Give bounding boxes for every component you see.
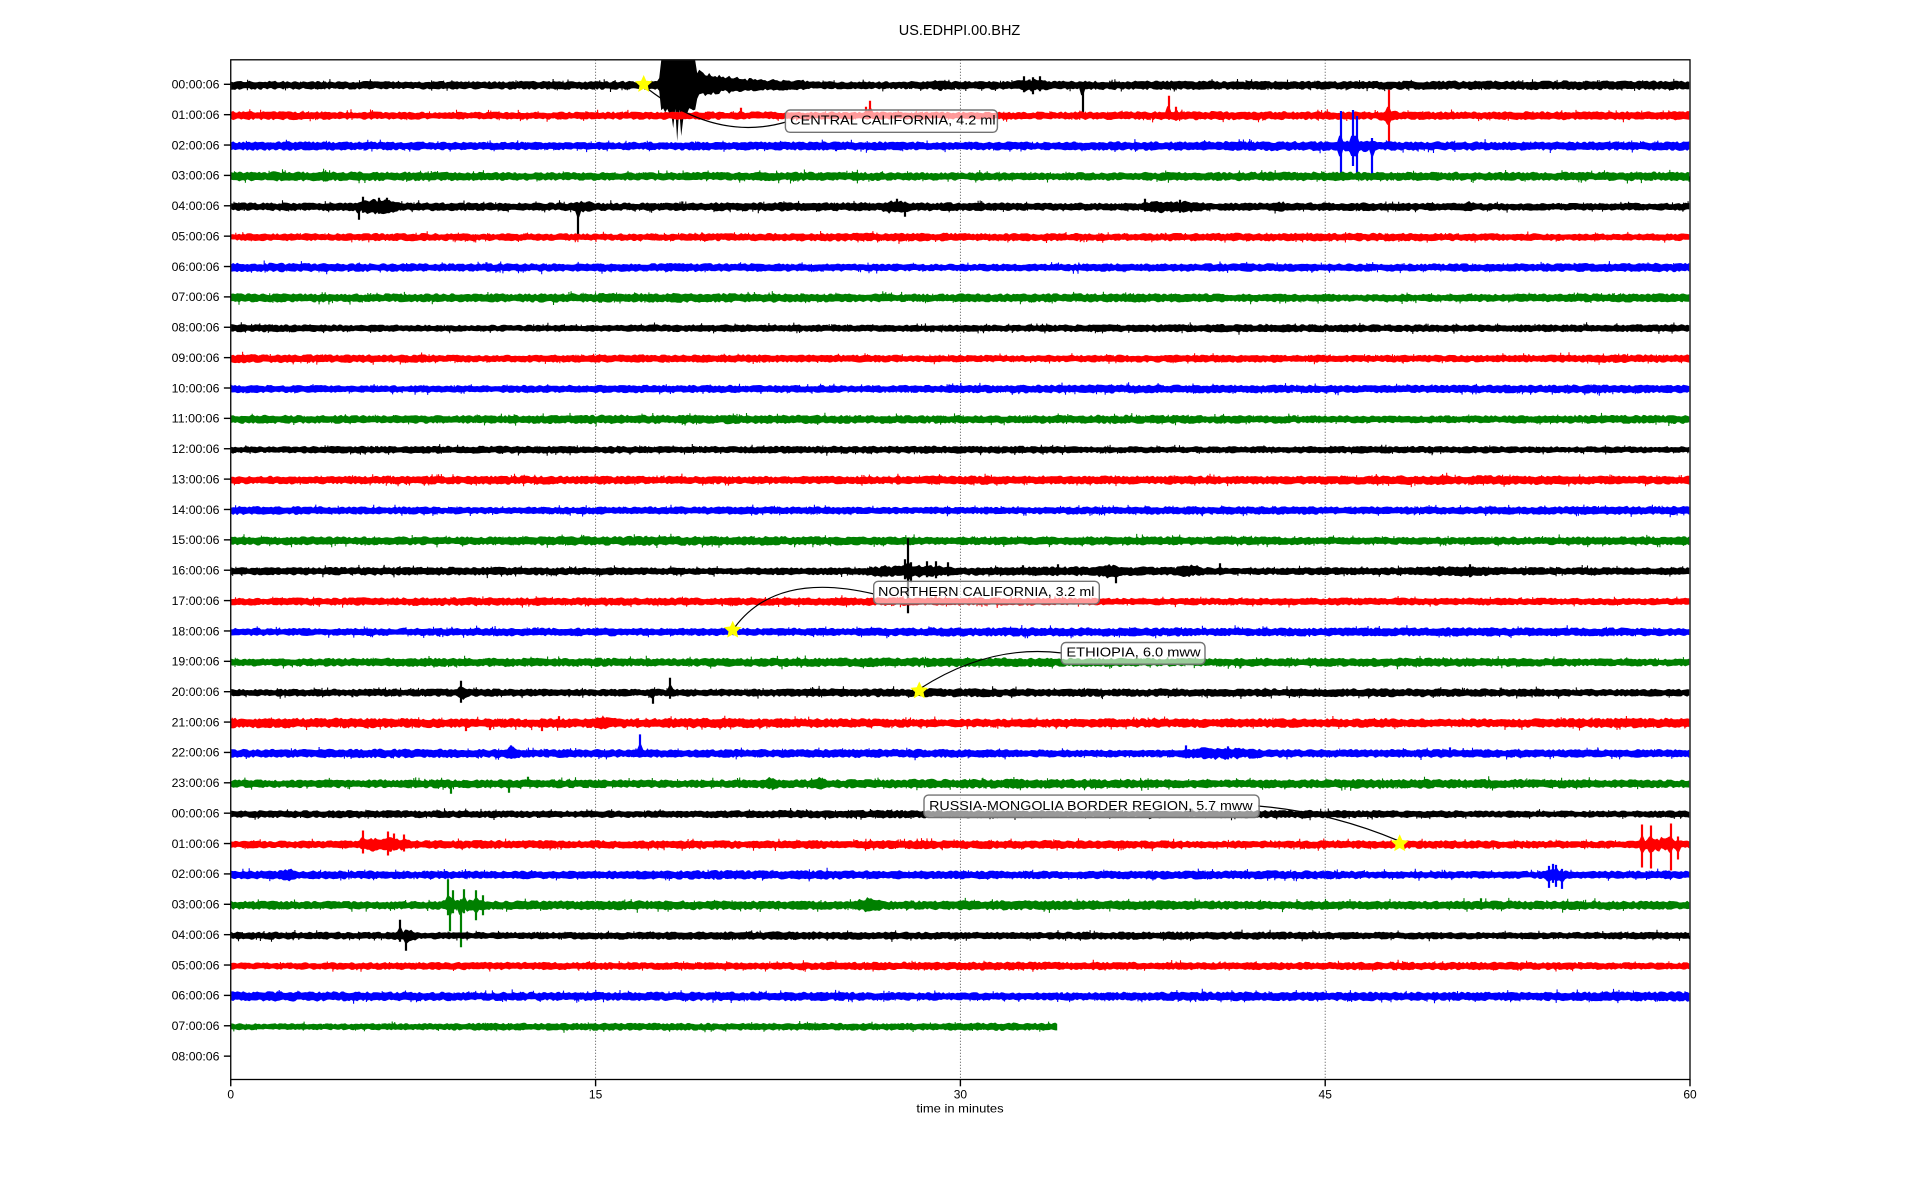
svg-text:45: 45 bbox=[1319, 1087, 1333, 1101]
svg-text:15: 15 bbox=[589, 1087, 603, 1101]
svg-text:01:00:06: 01:00:06 bbox=[172, 108, 220, 122]
svg-text:18:00:06: 18:00:06 bbox=[172, 624, 220, 638]
svg-text:time in minutes: time in minutes bbox=[916, 1102, 1003, 1116]
svg-text:14:00:06: 14:00:06 bbox=[172, 503, 220, 517]
svg-text:13:00:06: 13:00:06 bbox=[172, 472, 220, 486]
svg-text:07:00:06: 07:00:06 bbox=[172, 290, 220, 304]
svg-text:10:00:06: 10:00:06 bbox=[172, 381, 220, 395]
svg-text:06:00:06: 06:00:06 bbox=[172, 260, 220, 274]
svg-text:08:00:06: 08:00:06 bbox=[172, 321, 220, 335]
svg-text:22:00:06: 22:00:06 bbox=[172, 746, 220, 760]
svg-text:00:00:06: 00:00:06 bbox=[172, 807, 220, 821]
svg-text:07:00:06: 07:00:06 bbox=[172, 1019, 220, 1033]
svg-text:16:00:06: 16:00:06 bbox=[172, 564, 220, 578]
svg-text:12:00:06: 12:00:06 bbox=[172, 442, 220, 456]
svg-text:02:00:06: 02:00:06 bbox=[172, 138, 220, 152]
svg-text:0: 0 bbox=[227, 1087, 234, 1101]
svg-text:02:00:06: 02:00:06 bbox=[172, 867, 220, 881]
svg-text:04:00:06: 04:00:06 bbox=[172, 199, 220, 213]
svg-text:03:00:06: 03:00:06 bbox=[172, 169, 220, 183]
svg-text:20:00:06: 20:00:06 bbox=[172, 685, 220, 699]
svg-text:21:00:06: 21:00:06 bbox=[172, 715, 220, 729]
svg-text:06:00:06: 06:00:06 bbox=[172, 989, 220, 1003]
svg-text:ETHIOPIA, 6.0 mww: ETHIOPIA, 6.0 mww bbox=[1066, 645, 1201, 660]
svg-text:03:00:06: 03:00:06 bbox=[172, 898, 220, 912]
svg-text:08:00:06: 08:00:06 bbox=[172, 1049, 220, 1063]
svg-text:RUSSIA-MONGOLIA BORDER REGION,: RUSSIA-MONGOLIA BORDER REGION, 5.7 mww bbox=[929, 798, 1253, 813]
svg-text:11:00:06: 11:00:06 bbox=[172, 412, 220, 426]
svg-text:NORTHERN CALIFORNIA, 3.2 ml: NORTHERN CALIFORNIA, 3.2 ml bbox=[878, 584, 1094, 599]
svg-text:US.EDHPI.00.BHZ: US.EDHPI.00.BHZ bbox=[899, 23, 1021, 39]
svg-text:CENTRAL CALIFORNIA, 4.2 ml: CENTRAL CALIFORNIA, 4.2 ml bbox=[790, 112, 996, 127]
svg-text:09:00:06: 09:00:06 bbox=[172, 351, 220, 365]
svg-text:30: 30 bbox=[954, 1087, 968, 1101]
svg-text:17:00:06: 17:00:06 bbox=[172, 594, 220, 608]
svg-text:05:00:06: 05:00:06 bbox=[172, 229, 220, 243]
svg-text:05:00:06: 05:00:06 bbox=[172, 958, 220, 972]
svg-text:19:00:06: 19:00:06 bbox=[172, 655, 220, 669]
svg-text:23:00:06: 23:00:06 bbox=[172, 776, 220, 790]
svg-text:15:00:06: 15:00:06 bbox=[172, 533, 220, 547]
svg-text:04:00:06: 04:00:06 bbox=[172, 928, 220, 942]
svg-text:00:00:06: 00:00:06 bbox=[172, 78, 220, 92]
svg-text:01:00:06: 01:00:06 bbox=[172, 837, 220, 851]
svg-text:60: 60 bbox=[1683, 1087, 1697, 1101]
